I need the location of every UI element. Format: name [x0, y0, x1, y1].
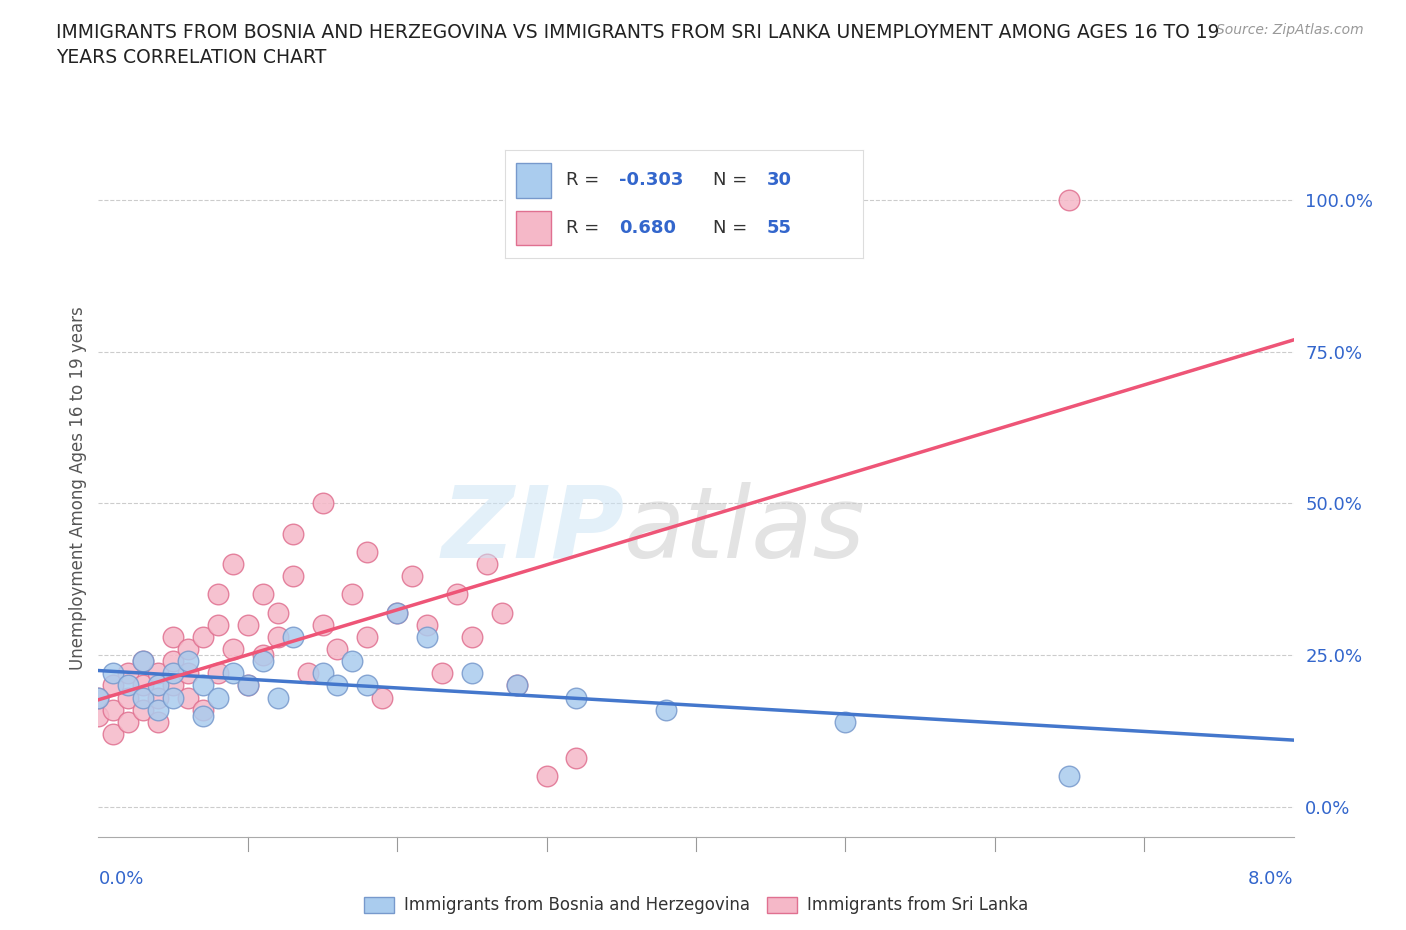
Text: 8.0%: 8.0% — [1249, 870, 1294, 888]
Point — [1059, 193, 1081, 207]
Point — [103, 726, 125, 741]
Point — [267, 690, 290, 705]
Point — [148, 678, 170, 693]
Point — [191, 709, 214, 724]
Point — [148, 690, 170, 705]
Point — [162, 690, 184, 705]
Point — [342, 654, 364, 669]
Point — [416, 618, 439, 632]
Y-axis label: Unemployment Among Ages 16 to 19 years: Unemployment Among Ages 16 to 19 years — [69, 306, 87, 671]
Point — [207, 587, 229, 602]
Point — [87, 690, 110, 705]
Point — [281, 526, 304, 541]
Point — [207, 690, 229, 705]
Point — [103, 678, 125, 693]
Point — [222, 557, 245, 572]
Point — [132, 690, 155, 705]
Point — [342, 587, 364, 602]
Point — [132, 654, 155, 669]
Legend: Immigrants from Bosnia and Herzegovina, Immigrants from Sri Lanka: Immigrants from Bosnia and Herzegovina, … — [359, 891, 1033, 920]
Point — [536, 769, 558, 784]
Point — [177, 642, 200, 657]
Point — [430, 666, 453, 681]
Point — [236, 618, 259, 632]
Point — [103, 702, 125, 717]
Point — [87, 690, 110, 705]
Point — [446, 587, 468, 602]
Point — [252, 647, 274, 662]
Point — [117, 690, 139, 705]
Point — [1059, 769, 1081, 784]
Point — [416, 630, 439, 644]
Point — [162, 666, 184, 681]
Text: Source: ZipAtlas.com: Source: ZipAtlas.com — [1216, 23, 1364, 37]
Point — [177, 654, 200, 669]
Text: ZIP: ZIP — [441, 482, 624, 578]
Point — [191, 630, 214, 644]
Point — [132, 702, 155, 717]
Point — [207, 666, 229, 681]
Point — [475, 557, 498, 572]
Point — [491, 605, 513, 620]
Point — [117, 678, 139, 693]
Point — [252, 587, 274, 602]
Point — [281, 630, 304, 644]
Point — [148, 702, 170, 717]
Point — [117, 666, 139, 681]
Point — [207, 618, 229, 632]
Point — [222, 642, 245, 657]
Point — [356, 544, 378, 559]
Point — [385, 605, 409, 620]
Point — [148, 666, 170, 681]
Point — [191, 702, 214, 717]
Point — [267, 605, 290, 620]
Point — [311, 496, 333, 511]
Point — [326, 642, 349, 657]
Point — [162, 654, 184, 669]
Point — [267, 630, 290, 644]
Point — [371, 690, 394, 705]
Point — [655, 702, 678, 717]
Point — [326, 678, 349, 693]
Point — [356, 630, 378, 644]
Point — [117, 714, 139, 729]
Point — [356, 678, 378, 693]
Point — [565, 690, 588, 705]
Text: atlas: atlas — [624, 482, 866, 578]
Point — [506, 678, 529, 693]
Point — [834, 714, 856, 729]
Point — [281, 569, 304, 584]
Point — [252, 654, 274, 669]
Point — [191, 678, 214, 693]
Point — [506, 678, 529, 693]
Point — [311, 618, 333, 632]
Text: IMMIGRANTS FROM BOSNIA AND HERZEGOVINA VS IMMIGRANTS FROM SRI LANKA UNEMPLOYMENT: IMMIGRANTS FROM BOSNIA AND HERZEGOVINA V… — [56, 23, 1220, 67]
Point — [222, 666, 245, 681]
Point — [385, 605, 409, 620]
Point — [87, 709, 110, 724]
Point — [565, 751, 588, 765]
Point — [177, 666, 200, 681]
Point — [162, 630, 184, 644]
Point — [132, 654, 155, 669]
Point — [297, 666, 319, 681]
Point — [177, 690, 200, 705]
Text: 0.0%: 0.0% — [98, 870, 143, 888]
Point — [162, 678, 184, 693]
Point — [401, 569, 423, 584]
Point — [461, 630, 484, 644]
Point — [236, 678, 259, 693]
Point — [103, 666, 125, 681]
Point — [148, 714, 170, 729]
Point — [311, 666, 333, 681]
Point — [236, 678, 259, 693]
Point — [132, 678, 155, 693]
Point — [461, 666, 484, 681]
